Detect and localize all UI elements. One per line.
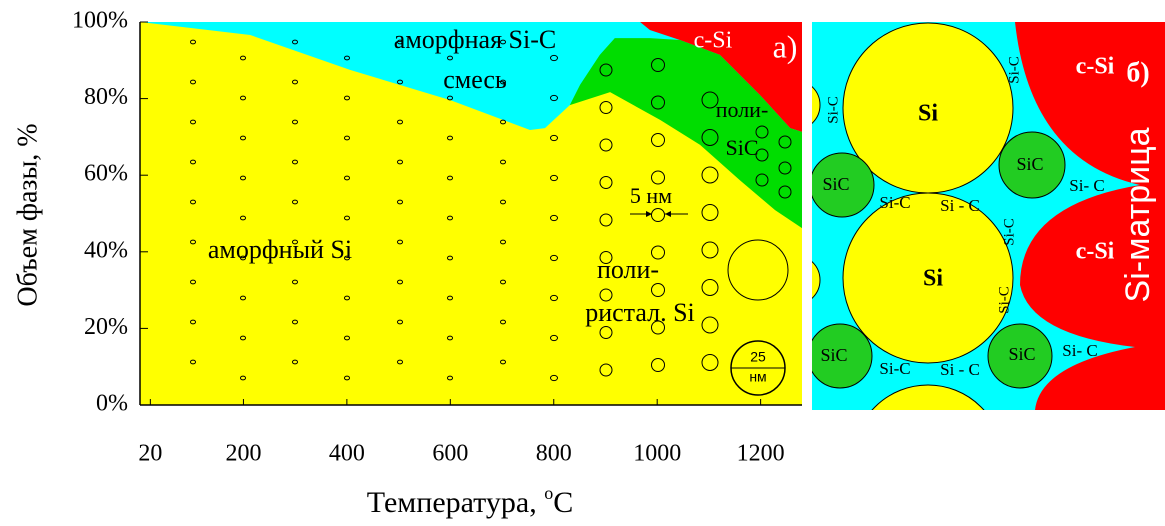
x-tick-label: 1000 (633, 441, 681, 467)
schematic-label: SiC (820, 345, 847, 365)
y-tick-label: 20% (84, 314, 128, 340)
schematic-label: Si- C (1062, 341, 1097, 360)
annotation: аморфная Si-C (394, 25, 556, 54)
annotation: нм (749, 369, 766, 385)
schematic-label: Si-C (1001, 218, 1017, 246)
schematic-label: Si - C (940, 196, 980, 215)
x-tick-label: 800 (536, 441, 572, 467)
x-tick-label: 20 (138, 441, 162, 467)
schematic: Si Si c-Si c-Si SiC SiC SiC SiC Si-C Si - C Si-C Si… (770, 22, 1165, 526)
x-tick-label: 600 (432, 441, 468, 467)
x-tick-label: 400 (329, 441, 365, 467)
annotation: 25 (750, 349, 766, 365)
y-tick-label: 60% (84, 161, 128, 187)
annotation: поли- (597, 255, 659, 284)
y-tick-label: 40% (84, 237, 128, 263)
schematic-label: Si-C (879, 359, 910, 378)
si-grain (853, 385, 1003, 526)
annotation: поли- (716, 97, 769, 122)
schematic-label: Si-C (996, 286, 1012, 314)
schematic-label: Si-матрица (1119, 127, 1157, 302)
y-axis-title: Объем фазы, % (12, 123, 43, 306)
schematic-label: Si-C (825, 96, 841, 124)
x-axis-title: Температура, oC (367, 483, 573, 519)
schematic-label: SiC (1008, 344, 1035, 364)
x-tick-label: 1200 (737, 441, 785, 467)
annotation: ристал. Si (585, 298, 695, 327)
annotation: аморфный Si (208, 235, 352, 264)
schematic-label: Si-C (1006, 56, 1022, 84)
schematic-label: SiC (822, 174, 849, 194)
x-tick-label: 200 (225, 441, 261, 467)
y-tick-label: 80% (84, 84, 128, 110)
figure: аморфная Si-Cсмесьc-Siполи-SiCаморфный S… (0, 0, 1165, 526)
schematic-label: Si - C (940, 360, 980, 379)
x-axis-title-part: o (544, 483, 553, 503)
schematic-label: Si- C (1069, 176, 1104, 195)
schematic-label: Si (918, 101, 938, 127)
x-axis-title-part: C (553, 486, 573, 519)
annotation: c-Si (694, 28, 733, 54)
schematic-label: Si (923, 266, 943, 292)
panel-label: а) (773, 28, 798, 64)
panel-label: б) (1126, 57, 1149, 88)
schematic-label: c-Si (1076, 54, 1115, 80)
plot-area: аморфная Si-C смесь c-Si поли- SiC аморфный S… (140, 22, 802, 405)
x-axis-title-part: Температура, (367, 486, 544, 519)
annotation: смесь (443, 65, 507, 94)
y-tick-label: 100% (72, 8, 128, 34)
schematic-label: Si-C (879, 193, 910, 212)
schematic-label: c-Si (1076, 239, 1115, 265)
annotation: 5 нм (630, 183, 672, 208)
y-tick-label: 0% (96, 391, 128, 417)
schematic-label: SiC (1016, 154, 1043, 174)
annotation: SiC (725, 135, 758, 160)
